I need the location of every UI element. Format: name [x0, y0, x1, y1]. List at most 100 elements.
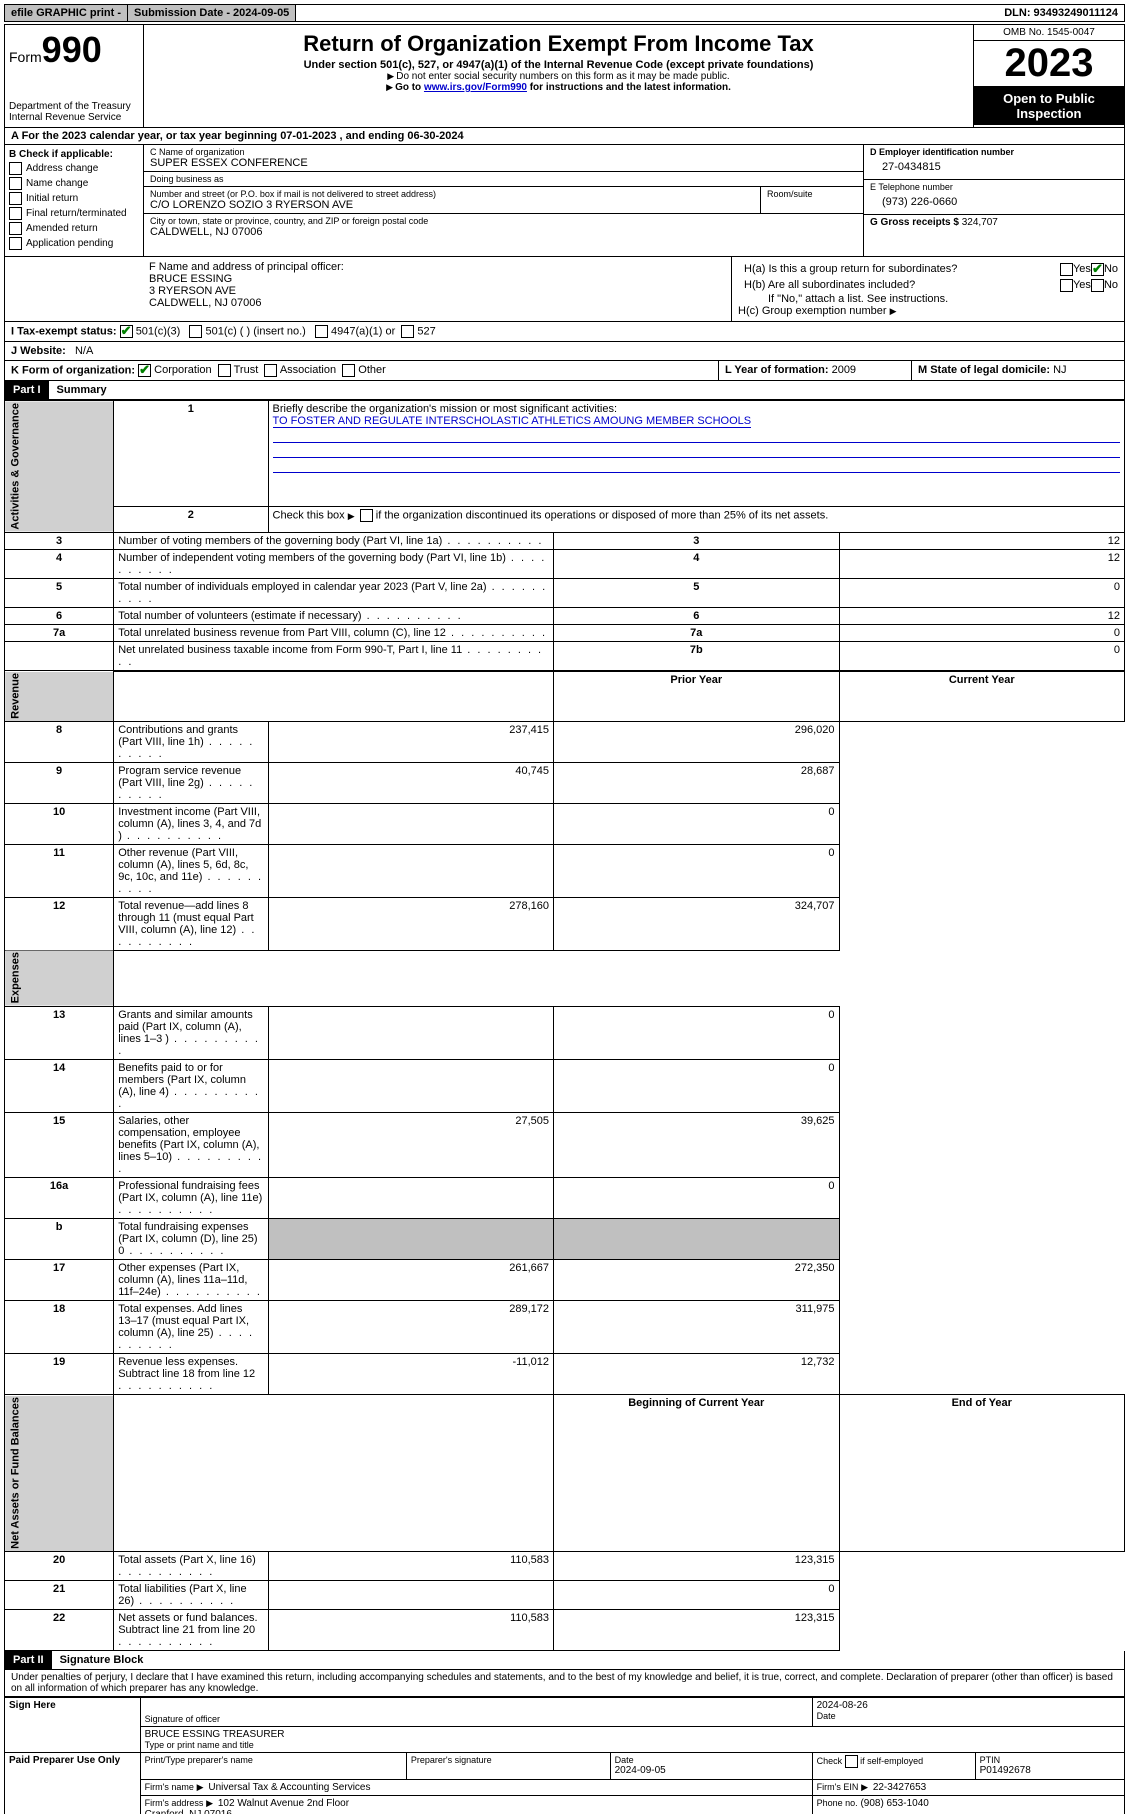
box-b-option: Application pending — [9, 237, 139, 250]
current-value: 0 — [554, 1581, 839, 1610]
room-label: Room/suite — [767, 189, 857, 199]
line-num: 12 — [5, 897, 114, 950]
box-i-label: I Tax-exempt status: — [11, 325, 117, 337]
prior-value — [268, 1219, 553, 1260]
org-name: SUPER ESSEX CONFERENCE — [150, 157, 857, 169]
current-value — [554, 1219, 839, 1260]
line-num: 13 — [5, 1007, 114, 1060]
line2-checkbox[interactable] — [360, 509, 373, 522]
sig-officer-label: Signature of officer — [145, 1714, 808, 1724]
line-text: Other expenses (Part IX, column (A), lin… — [114, 1260, 268, 1301]
form-title: Return of Organization Exempt From Incom… — [152, 31, 965, 57]
prior-value — [268, 1581, 553, 1610]
line-num: 6 — [5, 607, 114, 624]
ha-yes-checkbox[interactable] — [1060, 263, 1073, 276]
firm-name: Universal Tax & Accounting Services — [208, 1782, 370, 1793]
line-text: Professional fundraising fees (Part IX, … — [114, 1178, 268, 1219]
officer-section: F Name and address of principal officer:… — [4, 257, 1125, 322]
prior-value: 278,160 — [268, 897, 553, 950]
box-k-checkbox[interactable] — [342, 364, 355, 377]
hb-yes-checkbox[interactable] — [1060, 279, 1073, 292]
sig-date: 2024-08-26 — [817, 1700, 1120, 1711]
prior-value — [268, 803, 553, 844]
box-k-label: K Form of organization: — [11, 364, 135, 376]
box-b-option: Address change — [9, 162, 139, 175]
box-k-checkbox[interactable] — [138, 364, 151, 377]
current-value: 123,315 — [554, 1552, 839, 1581]
line-ref: 3 — [554, 532, 839, 549]
current-value: 296,020 — [554, 721, 839, 762]
col-end: End of Year — [839, 1395, 1125, 1552]
527-checkbox[interactable] — [401, 325, 414, 338]
line-num: 15 — [5, 1113, 114, 1178]
prior-value: 261,667 — [268, 1260, 553, 1301]
4947-checkbox[interactable] — [315, 325, 328, 338]
gross-label: G Gross receipts $ — [870, 217, 959, 228]
prior-value — [268, 844, 553, 897]
identity-section: B Check if applicable: Address changeNam… — [4, 145, 1125, 257]
box-b-checkbox[interactable] — [9, 237, 22, 250]
line-text: Contributions and grants (Part VIII, lin… — [114, 721, 268, 762]
street-value: C/O LORENZO SOZIO 3 RYERSON AVE — [150, 199, 754, 211]
side-exp: Expenses — [5, 950, 114, 1006]
line-ref: 4 — [554, 549, 839, 578]
part1-header: Part I — [5, 381, 49, 399]
line-value: 12 — [839, 532, 1125, 549]
box-b-option: Amended return — [9, 222, 139, 235]
current-value: 272,350 — [554, 1260, 839, 1301]
ein-label: D Employer identification number — [870, 147, 1014, 157]
summary-table: Activities & Governance 1 Briefly descri… — [4, 400, 1125, 1651]
mission-text: TO FOSTER AND REGULATE INTERSCHOLASTIC A… — [273, 415, 752, 428]
tax-status-row: I Tax-exempt status: 501(c)(3) 501(c) ( … — [4, 322, 1125, 342]
ssn-note: Do not enter social security numbers on … — [152, 71, 965, 82]
line-value: 0 — [839, 624, 1125, 641]
col-current: Current Year — [839, 671, 1125, 722]
officer-addr1: 3 RYERSON AVE — [149, 285, 725, 297]
501c3-checkbox[interactable] — [120, 325, 133, 338]
line-num: 5 — [5, 578, 114, 607]
line-text: Total liabilities (Part X, line 26) — [114, 1581, 268, 1610]
street-label: Number and street (or P.O. box if mail i… — [150, 189, 754, 199]
ein-value: 27-0434815 — [870, 157, 1118, 177]
line-text: Total assets (Part X, line 16) — [114, 1552, 268, 1581]
current-value: 0 — [554, 1178, 839, 1219]
box-k-checkbox[interactable] — [264, 364, 277, 377]
form990-link[interactable]: www.irs.gov/Form990 — [424, 82, 527, 93]
box-b-checkbox[interactable] — [9, 162, 22, 175]
form-subtitle: Under section 501(c), 527, or 4947(a)(1)… — [152, 59, 965, 71]
line-text: Other revenue (Part VIII, column (A), li… — [114, 844, 268, 897]
current-value: 0 — [554, 1007, 839, 1060]
self-emp-checkbox[interactable] — [845, 1755, 858, 1768]
box-b-checkbox[interactable] — [9, 222, 22, 235]
part1-bar: Part I Summary — [4, 381, 1125, 400]
tax-year: 2023 — [974, 41, 1124, 87]
line-num: 7a — [5, 624, 114, 641]
501c-checkbox[interactable] — [189, 325, 202, 338]
officer-label: F Name and address of principal officer: — [149, 261, 725, 273]
city-label: City or town, state or province, country… — [150, 216, 857, 226]
col-begin: Beginning of Current Year — [554, 1395, 839, 1552]
prior-value: 27,505 — [268, 1113, 553, 1178]
box-b-checkbox[interactable] — [9, 177, 22, 190]
website-row: J Website: N/A — [4, 342, 1125, 361]
hb-no-checkbox[interactable] — [1091, 279, 1104, 292]
box-k-checkbox[interactable] — [218, 364, 231, 377]
line-value: 0 — [839, 641, 1125, 671]
current-value: 324,707 — [554, 897, 839, 950]
line-text: Total revenue—add lines 8 through 11 (mu… — [114, 897, 268, 950]
ha-no-checkbox[interactable] — [1091, 263, 1104, 276]
submission-date: Submission Date - 2024-09-05 — [128, 5, 296, 21]
box-b-checkbox[interactable] — [9, 207, 22, 220]
line-num: 8 — [5, 721, 114, 762]
officer-addr2: CALDWELL, NJ 07006 — [149, 297, 725, 309]
line-text: Net unrelated business taxable income fr… — [114, 641, 554, 671]
firm-name-label: Firm's name — [145, 1782, 194, 1792]
line-ref: 5 — [554, 578, 839, 607]
side-ag: Activities & Governance — [5, 401, 114, 533]
firm-phone-label: Phone no. — [817, 1798, 858, 1808]
firm-phone: (908) 653-1040 — [860, 1798, 928, 1809]
line-ref: 7b — [554, 641, 839, 671]
date-label: Date — [817, 1711, 1120, 1721]
firm-addr-label: Firm's address — [145, 1798, 204, 1808]
box-b-checkbox[interactable] — [9, 192, 22, 205]
